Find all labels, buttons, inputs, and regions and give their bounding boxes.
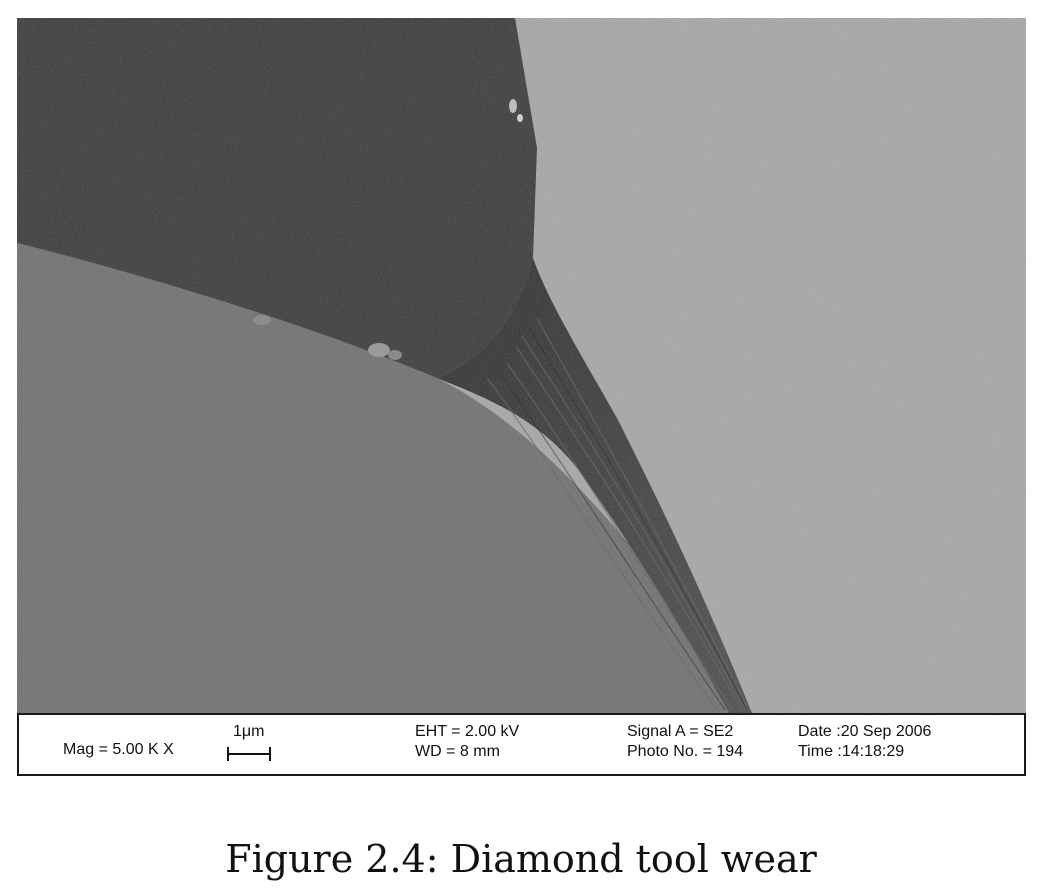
sem-micrograph: Mag = 5.00 K X 1μm EHT = 2.00 kV WD = 8 … [17,18,1026,776]
date-text: Date :20 Sep 2006 [798,723,932,740]
figure-caption: Figure 2.4: Diamond tool wear [225,837,817,881]
photo-number-text: Photo No. = 194 [627,743,744,760]
debris-particle [509,99,517,113]
eht-text: EHT = 2.00 kV [415,723,520,740]
upper-facet [17,18,537,378]
debris-particle [368,343,390,357]
debris-particle [517,114,523,122]
scale-bar-icon [227,747,271,761]
scale-label: 1μm [233,723,265,740]
signal-text: Signal A = SE2 [627,723,734,740]
debris-particle [388,350,402,360]
wd-text: WD = 8 mm [415,743,500,760]
magnification-text: Mag = 5.00 K X [63,741,174,758]
sem-databar: Mag = 5.00 K X 1μm EHT = 2.00 kV WD = 8 … [17,713,1026,776]
lower-surface [17,243,752,713]
time-text: Time :14:18:29 [798,743,905,760]
wear-band [437,258,752,713]
debris-particle [253,315,271,325]
sem-image [17,18,1026,713]
